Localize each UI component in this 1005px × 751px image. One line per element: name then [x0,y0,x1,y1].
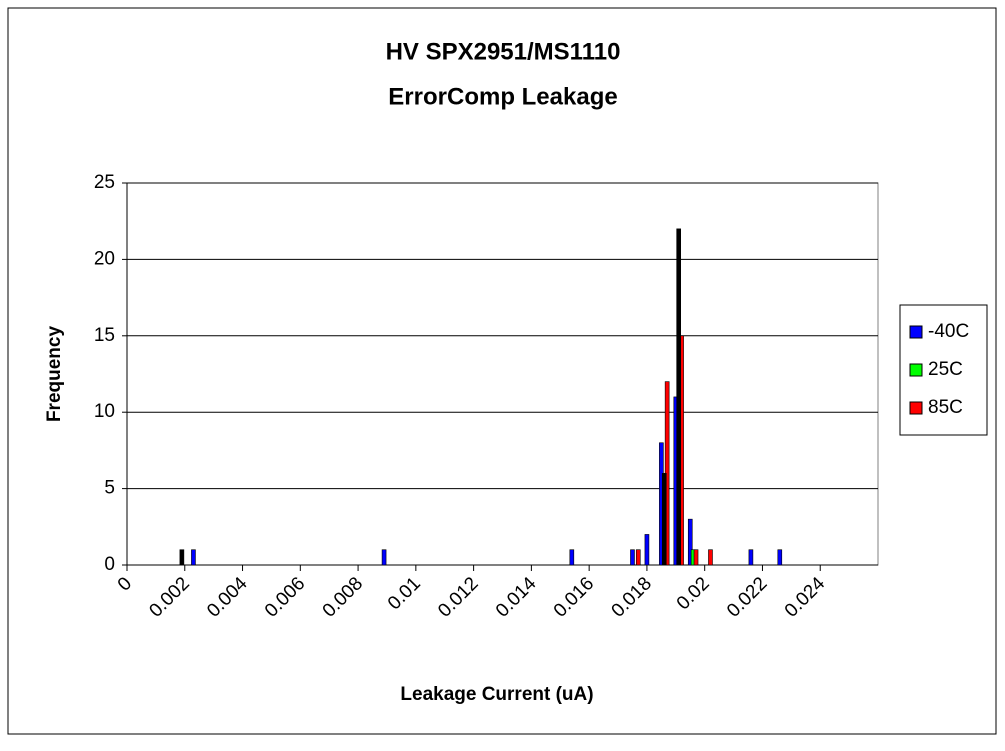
chart-subtitle: ErrorComp Leakage [388,83,617,110]
bar [381,549,387,566]
y-tick-label: 5 [104,478,115,499]
y-tick-label: 25 [94,172,115,193]
legend-swatch [909,401,923,415]
legend-swatch [909,363,923,377]
bar [676,228,681,566]
bar [777,549,783,566]
bar [708,549,713,566]
legend-label: 85C [928,397,963,418]
chart-title: HV SPX2951/MS1110 [386,38,621,65]
y-tick-label: 10 [94,401,115,422]
legend-label: -40C [928,321,969,342]
bar [748,549,754,566]
bar [661,473,667,566]
bar [687,518,693,566]
bar [644,534,650,566]
bar [635,549,641,566]
bar [179,549,185,566]
bar [191,549,196,566]
bar [693,549,699,566]
y-axis-title: Frequency [44,326,65,423]
y-tick-label: 15 [94,325,115,346]
bar [569,549,575,566]
legend-label: 25C [928,359,963,380]
bar [630,549,635,566]
y-tick-label: 0 [104,554,115,575]
y-tick-label: 20 [94,248,115,269]
plot-area [126,182,879,566]
x-axis-title: Leakage Current (uA) [400,684,593,705]
legend-swatch [909,325,923,339]
